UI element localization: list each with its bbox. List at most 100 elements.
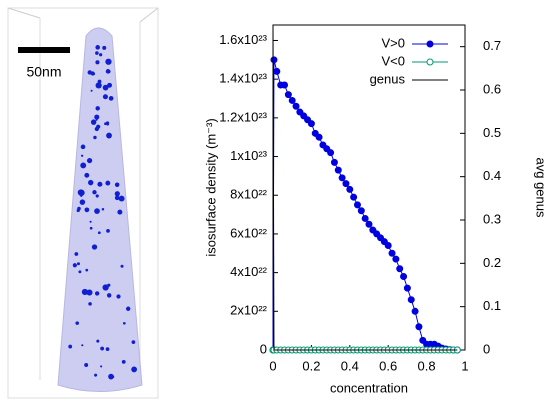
particle	[80, 154, 84, 157]
legend-label: genus	[370, 71, 406, 86]
particle	[90, 119, 97, 125]
y2-axis-label: avg genus	[534, 158, 549, 218]
particle	[95, 118, 98, 121]
particle	[100, 346, 105, 351]
particle	[101, 208, 105, 211]
particle	[117, 209, 123, 215]
particle	[89, 226, 93, 230]
y-tick-label: 1.2x10²³	[219, 109, 267, 124]
particle	[114, 195, 120, 201]
point	[411, 307, 419, 315]
particle	[91, 244, 98, 250]
particle	[114, 182, 120, 187]
particle	[79, 199, 86, 205]
particle	[105, 58, 112, 65]
point	[342, 180, 350, 188]
scale-bar-label: 50nm	[26, 64, 61, 80]
scale-bar	[18, 47, 70, 53]
legend-label: V<0	[382, 53, 406, 68]
point	[353, 201, 361, 209]
point	[400, 272, 408, 280]
particle	[94, 126, 99, 132]
wireframe	[7, 7, 41, 19]
particle	[78, 270, 82, 274]
particle	[84, 172, 90, 178]
particle	[86, 157, 93, 164]
point	[292, 102, 300, 110]
point	[384, 242, 392, 250]
particle	[131, 366, 138, 373]
particle	[96, 339, 100, 343]
y2-tick-label: 0.6	[483, 81, 501, 96]
legend-marker	[426, 58, 434, 66]
point	[284, 91, 292, 99]
y2-tick-label: 0.2	[483, 255, 501, 270]
particle	[99, 53, 103, 57]
series-line	[272, 24, 458, 351]
point	[361, 214, 369, 222]
y-tick-label: 4x10²²	[230, 264, 268, 279]
particle	[81, 344, 84, 347]
x-tick-label: 0.8	[418, 358, 436, 373]
point	[346, 185, 354, 193]
point	[273, 67, 281, 75]
wireframe	[139, 7, 159, 23]
particle	[77, 206, 81, 211]
particle	[84, 207, 90, 213]
point	[365, 220, 373, 228]
particle	[94, 373, 98, 377]
particle	[131, 340, 136, 344]
y-axis-label: isosurface density (m⁻³)	[203, 118, 218, 256]
particle	[121, 359, 126, 364]
particle	[86, 289, 93, 296]
point	[281, 81, 289, 89]
point	[396, 265, 404, 273]
y2-tick-label: 0.5	[483, 125, 501, 140]
particle	[102, 45, 107, 50]
y2-tick-label: 0.1	[483, 298, 501, 313]
y-tick-label: 6x10²²	[230, 225, 268, 240]
y-tick-label: 1x10²³	[230, 148, 268, 163]
particle	[120, 264, 124, 268]
point	[388, 249, 396, 257]
particle	[77, 262, 80, 266]
series-line	[272, 59, 458, 351]
particle	[72, 263, 77, 268]
y-tick-label: 0	[260, 341, 267, 356]
particle	[106, 293, 112, 298]
particle	[106, 132, 112, 139]
particle	[95, 106, 100, 111]
point	[327, 149, 335, 157]
particle	[90, 89, 93, 92]
particle	[118, 195, 125, 202]
x-tick-label: 0.2	[302, 358, 320, 373]
particle	[108, 96, 114, 101]
legend-label: V>0	[382, 35, 406, 50]
particle	[105, 180, 111, 186]
particle	[89, 220, 92, 223]
particle	[107, 70, 111, 74]
particle	[102, 94, 108, 100]
x-axis-label: concentration	[330, 380, 408, 395]
particle	[81, 288, 89, 296]
particle	[74, 252, 79, 256]
y-tick-label: 1.6x10²³	[219, 32, 267, 47]
y2-tick-label: 0.3	[483, 211, 501, 226]
particle	[100, 365, 103, 368]
particle	[95, 60, 100, 65]
particle	[97, 79, 102, 84]
particle	[105, 121, 110, 125]
point	[270, 56, 278, 64]
legend-marker	[426, 40, 434, 48]
particle	[75, 321, 79, 325]
particle	[85, 268, 89, 272]
particle	[94, 208, 100, 214]
particle	[97, 181, 103, 187]
particle	[93, 135, 97, 140]
particle	[68, 344, 73, 349]
particle	[80, 144, 86, 150]
point	[415, 323, 423, 331]
x-tick-label: 1	[461, 358, 468, 373]
